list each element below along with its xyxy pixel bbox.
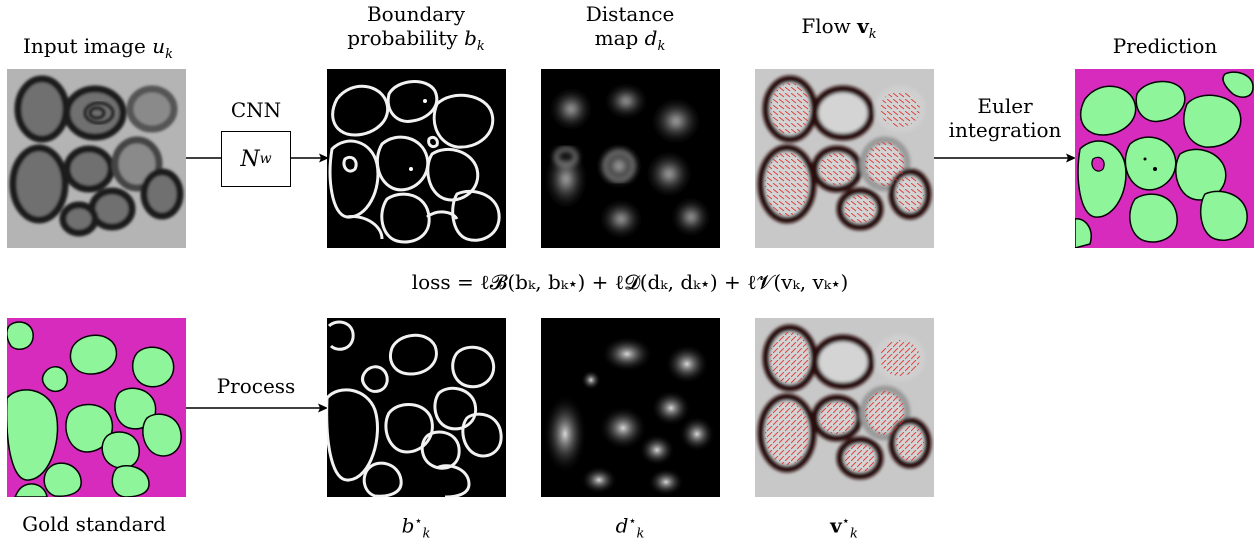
gold-standard-panel [7, 318, 186, 497]
cnn-label: CNN [230, 98, 282, 122]
boundary-probability-panel [327, 69, 506, 248]
distance-target-panel [541, 318, 720, 497]
flow-target-panel [755, 318, 934, 497]
gold-standard-label: Gold standard [22, 512, 166, 536]
vstar-label: v⋆k [830, 513, 858, 542]
prediction-panel [1075, 69, 1254, 248]
input-image-panel [7, 69, 186, 248]
dstar-label: d⋆k [615, 513, 645, 542]
arrow-cnn-to-boundary [291, 153, 329, 163]
process-label: Process [216, 374, 296, 398]
distance-map-panel [541, 69, 720, 248]
arrow-flow-to-prediction [934, 153, 1076, 163]
flow-panel [755, 69, 934, 248]
boundary-title: Boundary probability bk [347, 2, 485, 54]
boundary-target-panel [327, 318, 506, 497]
bstar-label: b⋆k [401, 513, 431, 542]
flow-title: Flow vk [801, 14, 877, 42]
prediction-title: Prediction [1112, 34, 1218, 58]
distance-title: Distance map dk [585, 2, 675, 54]
euler-integration-label: Euler integration [948, 94, 1062, 142]
arrow-input-to-cnn [186, 157, 222, 159]
input-image-title: Input image uk [23, 34, 173, 62]
arrow-gold-to-bstar [186, 403, 328, 413]
loss-formula: loss = ℓ𝓑(bₖ, bₖ⋆) + ℓ𝓓(dₖ, dₖ⋆) + ℓ𝓥(vₖ… [411, 270, 849, 294]
